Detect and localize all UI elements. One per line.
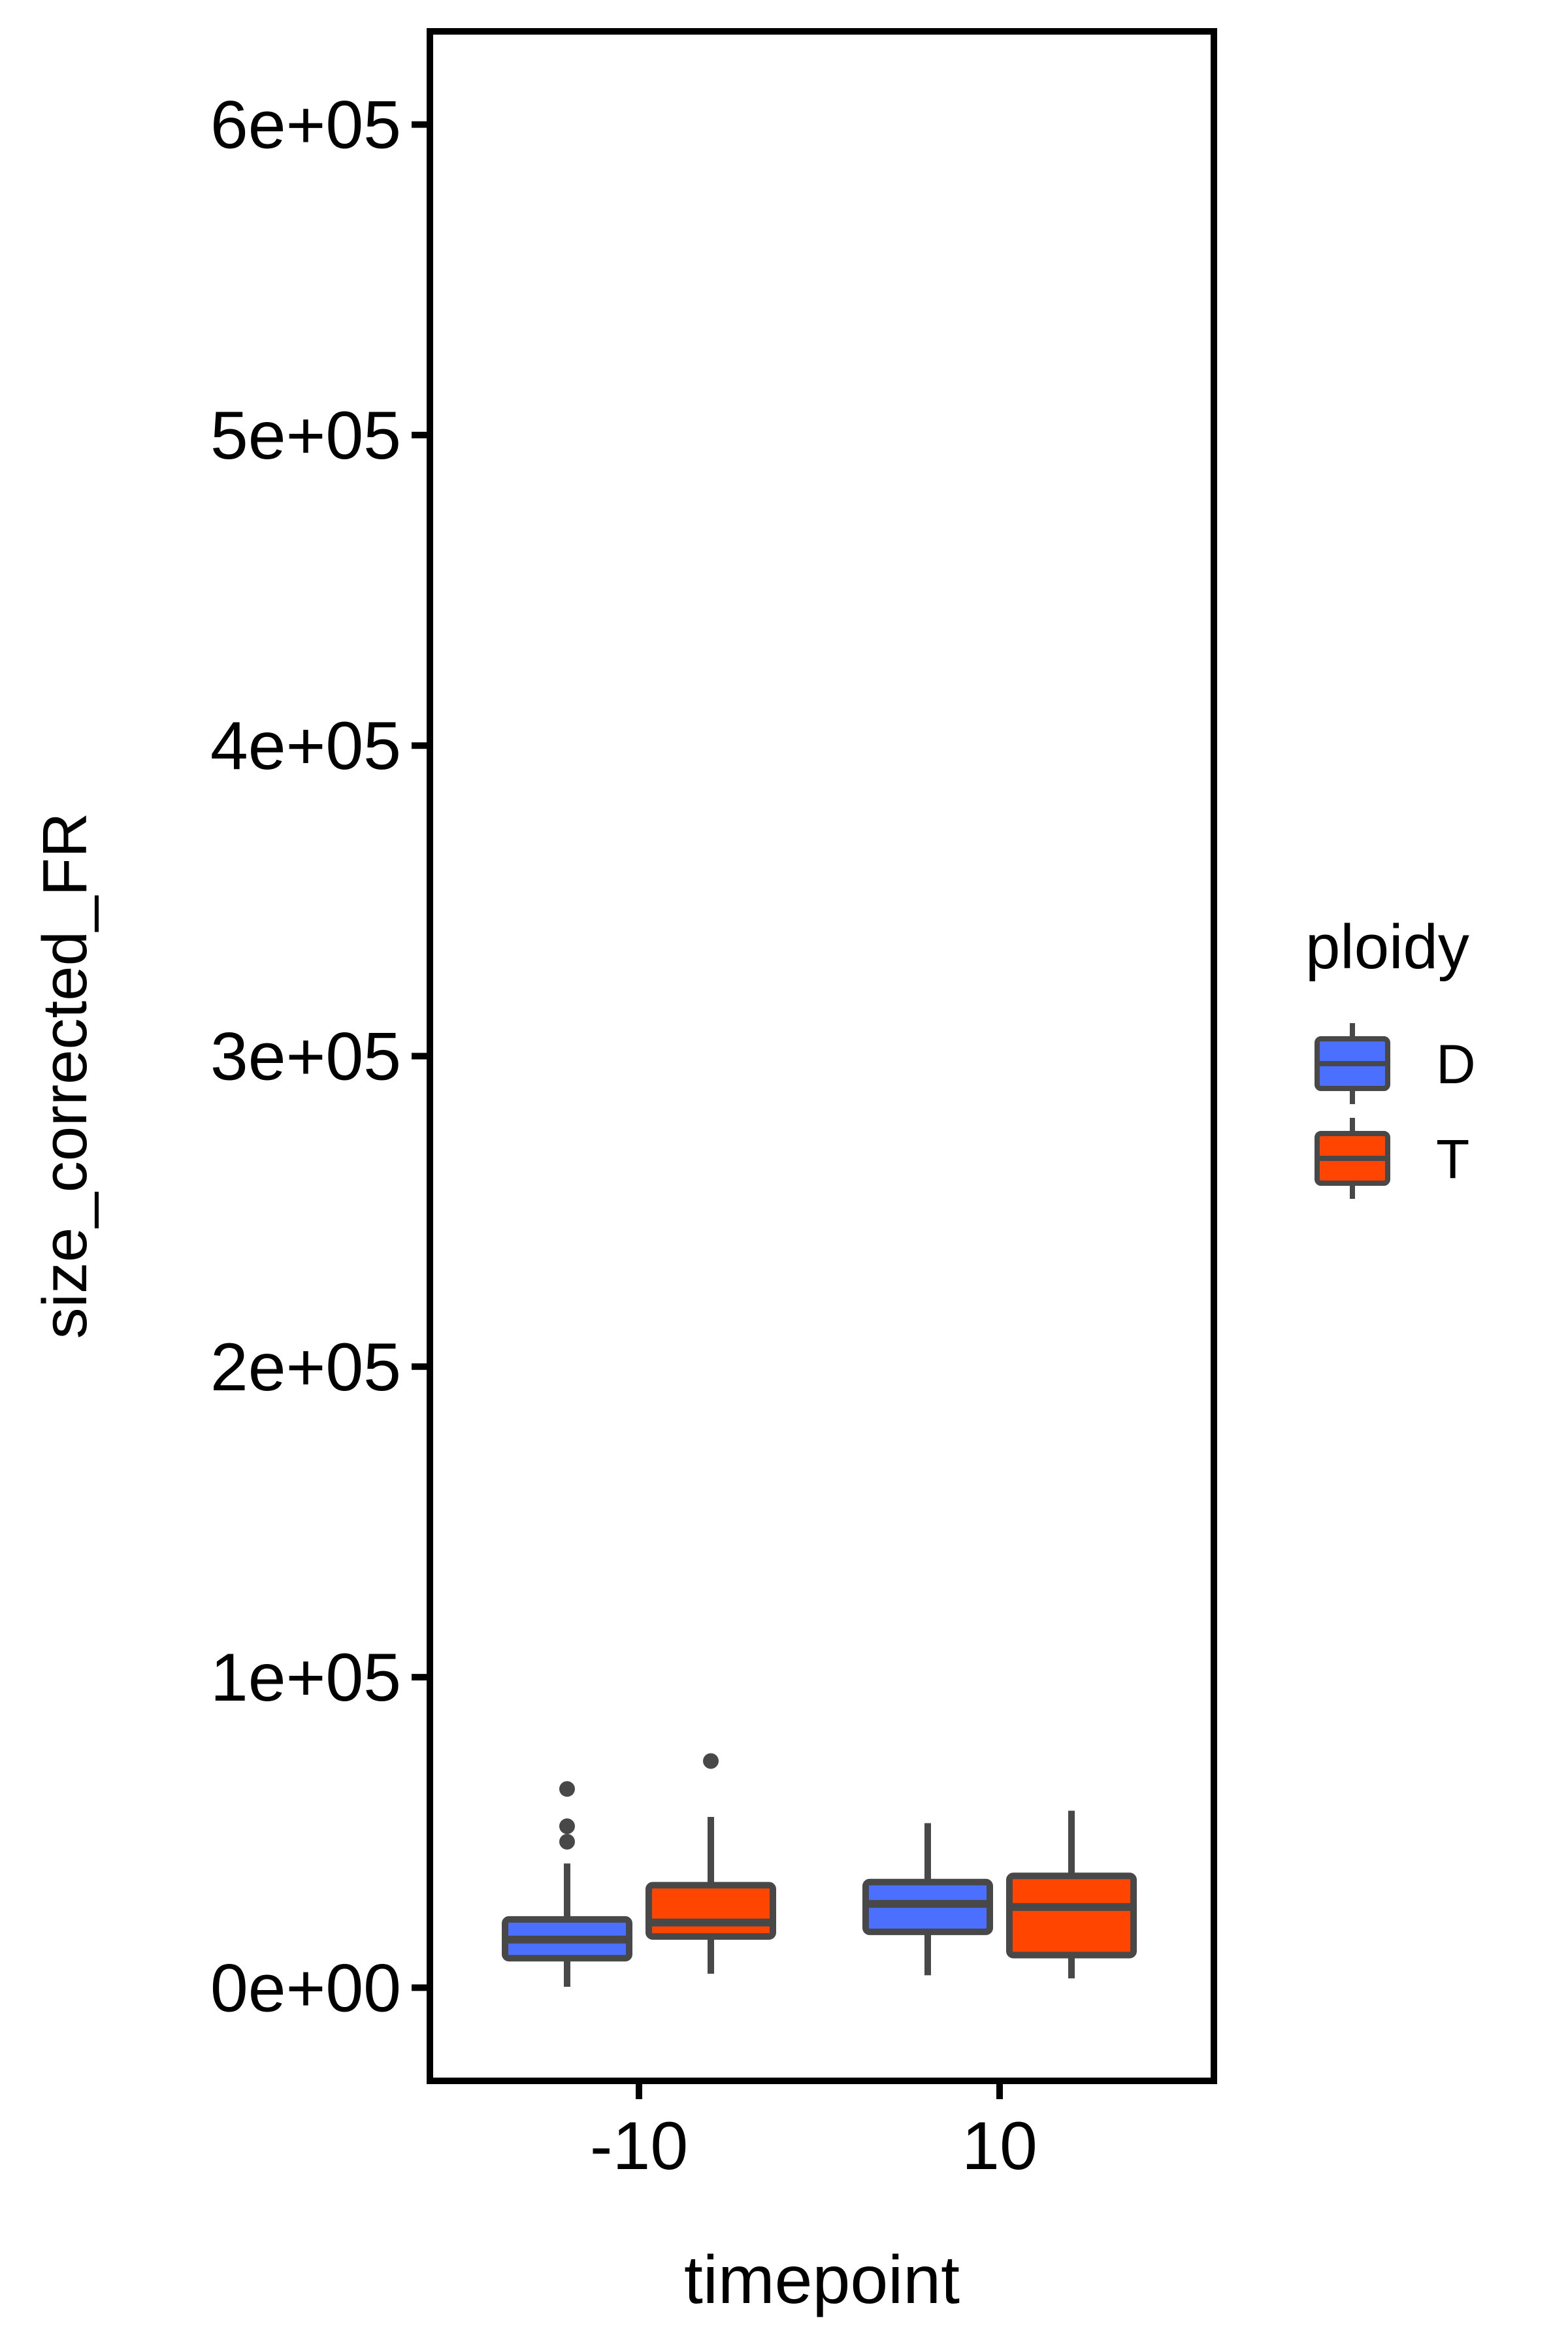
y-tick-label: 5e+05 bbox=[210, 398, 401, 474]
y-tick-label: 3e+05 bbox=[210, 1019, 401, 1095]
box-D--10 bbox=[502, 1781, 632, 1987]
legend-items: DT bbox=[1315, 1023, 1476, 1199]
outlier-point bbox=[559, 1781, 575, 1797]
box-T--10 bbox=[645, 1753, 776, 1974]
legend-item-label: T bbox=[1436, 1128, 1469, 1190]
x-axis: -10 10 bbox=[590, 2081, 1037, 2184]
outlier-point bbox=[559, 1818, 575, 1835]
legend-title: ploidy bbox=[1305, 912, 1469, 982]
legend-item-D: D bbox=[1315, 1023, 1476, 1104]
x-tick-label: 10 bbox=[962, 2108, 1037, 2184]
y-tick-label: 0e+00 bbox=[210, 1950, 401, 2026]
y-tick-label: 6e+05 bbox=[210, 88, 401, 163]
box-body bbox=[1006, 1872, 1137, 1959]
x-axis-title: timepoint bbox=[684, 2242, 960, 2318]
y-axis: 0e+00 1e+05 2e+05 3e+05 4e+05 5e+05 6e+05 bbox=[210, 88, 430, 2026]
y-tick-label: 2e+05 bbox=[210, 1330, 401, 1405]
box-D-10 bbox=[862, 1823, 993, 1976]
box-body bbox=[645, 1882, 776, 1940]
legend-item-T: T bbox=[1315, 1118, 1469, 1199]
plot-marks bbox=[502, 1753, 1137, 1987]
box-T-10 bbox=[1006, 1810, 1137, 1979]
outlier-point bbox=[703, 1753, 719, 1769]
y-tick-label: 4e+05 bbox=[210, 708, 401, 784]
y-axis-title: size_corrected_FR bbox=[30, 813, 100, 1339]
x-tick-label: -10 bbox=[590, 2108, 688, 2184]
legend-item-label: D bbox=[1436, 1034, 1476, 1095]
outlier-point bbox=[559, 1834, 575, 1850]
y-tick-label: 1e+05 bbox=[210, 1640, 401, 1716]
legend: ploidy DT bbox=[1305, 912, 1476, 1199]
